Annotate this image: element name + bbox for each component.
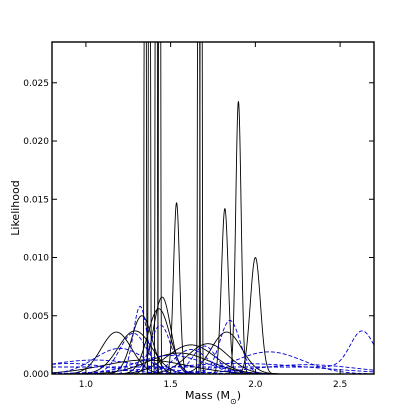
solid-series-line-0 bbox=[52, 42, 374, 374]
dashed-series-line-29 bbox=[52, 359, 374, 374]
curve-group bbox=[52, 42, 374, 374]
solid-series-line-1 bbox=[52, 42, 374, 374]
x-tick-label: 1.5 bbox=[163, 380, 177, 390]
y-tick-label: 0.015 bbox=[23, 195, 49, 205]
dashed-series-line-25 bbox=[52, 345, 374, 374]
y-tick-label: 0.020 bbox=[23, 137, 49, 147]
y-tick-label: 0.005 bbox=[23, 312, 49, 322]
dashed-series-line-27 bbox=[52, 351, 374, 374]
x-axis-label: Mass (M⊙) bbox=[185, 389, 241, 406]
solid-series-line-18 bbox=[52, 352, 374, 374]
solid-series-line-19 bbox=[52, 359, 374, 374]
x-tick-label: 1.0 bbox=[79, 380, 94, 390]
solid-series-line-11 bbox=[52, 308, 374, 374]
solid-series-line-13 bbox=[52, 331, 374, 374]
solid-series-line-7 bbox=[52, 202, 374, 374]
y-tick-label: 0.010 bbox=[23, 254, 49, 264]
plot-frame bbox=[51, 41, 375, 375]
dashed-series-line-31 bbox=[52, 354, 374, 374]
solid-series-line-9 bbox=[52, 257, 374, 374]
x-tick-label: 2.5 bbox=[333, 380, 347, 390]
solid-series-line-6 bbox=[52, 101, 374, 374]
solid-series-line-2 bbox=[52, 42, 374, 374]
dashed-series-line-20 bbox=[52, 305, 374, 374]
y-axis-label: Likelihood bbox=[9, 180, 22, 235]
solid-series-line-14 bbox=[52, 330, 374, 374]
y-tick-label: 0.000 bbox=[23, 370, 49, 380]
dashed-series-line-22 bbox=[52, 332, 374, 374]
solid-series-line-16 bbox=[52, 343, 374, 374]
solid-series-line-4 bbox=[52, 42, 374, 374]
x-tick-label: 2.0 bbox=[248, 380, 263, 390]
solid-series-line-15 bbox=[52, 331, 374, 374]
x-axis-ticks: 1.0 1.5 2.0 2.5 bbox=[79, 42, 347, 390]
y-axis-ticks: 0.000 0.005 0.010 0.015 0.020 0.025 bbox=[23, 79, 374, 380]
y-tick-label: 0.025 bbox=[23, 79, 49, 89]
solid-series-line-5 bbox=[52, 42, 374, 374]
solid-series-line-3 bbox=[52, 42, 374, 374]
dashed-series-line-28 bbox=[52, 330, 374, 368]
